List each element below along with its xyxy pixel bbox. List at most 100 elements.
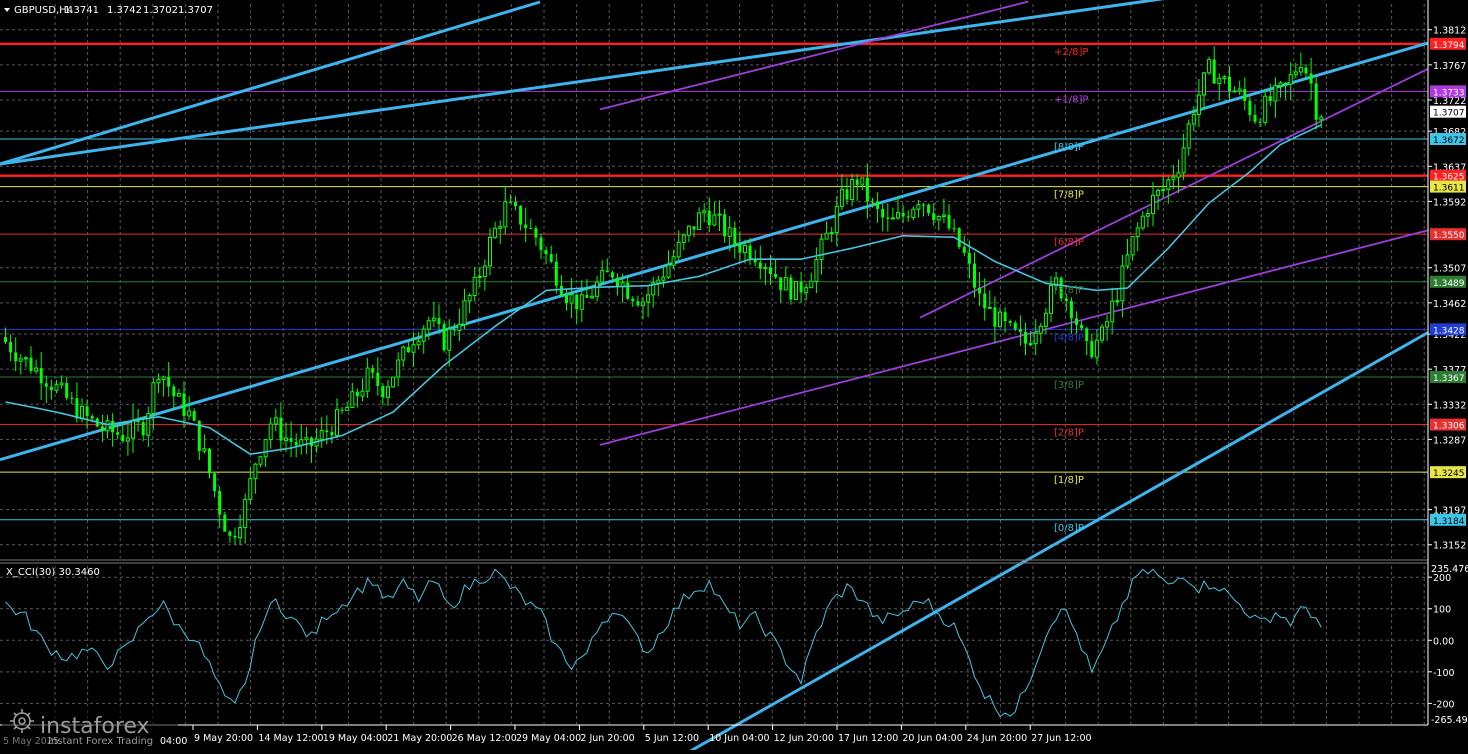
candle (85, 399, 89, 430)
watermark: instaforex Instant Forex Trading 5 May 2… (2, 705, 187, 748)
candle (529, 218, 533, 230)
candle (477, 266, 482, 288)
candle (105, 415, 110, 439)
candle (49, 379, 53, 400)
candle (1222, 75, 1227, 84)
candle (1298, 52, 1303, 76)
murrey-label-5: [6/8]P (1054, 237, 1084, 248)
channel-line-inner-lower (599, 229, 1429, 446)
candle (1003, 307, 1007, 333)
candle (273, 408, 278, 432)
candle (14, 337, 18, 372)
candle (192, 408, 196, 422)
candle (743, 239, 747, 264)
candle (1288, 62, 1293, 100)
candle (1090, 333, 1094, 360)
candle (34, 359, 39, 375)
candle (860, 177, 865, 191)
time-tick: 26 May 12:00 (452, 733, 517, 744)
price-tick: 1.3377 (1433, 365, 1466, 376)
candle (381, 383, 385, 406)
candle (1304, 64, 1308, 80)
candle (595, 275, 600, 302)
time-tick-early: 04:00 (160, 736, 187, 747)
murrey-label-8: [3/8]P (1054, 380, 1084, 391)
candle (1110, 287, 1115, 334)
candle (886, 203, 890, 232)
svg-text:1.3611: 1.3611 (1433, 184, 1465, 194)
candle (707, 197, 711, 233)
candle (1273, 77, 1278, 118)
candle (1038, 322, 1043, 344)
candle (141, 416, 145, 442)
candle (616, 273, 619, 296)
candle (1186, 119, 1191, 156)
murrey-label-2: [8/8]P (1054, 142, 1084, 153)
candle (779, 277, 783, 303)
candle (355, 388, 359, 408)
channel-line-middle (0, 41, 1429, 462)
watermark-tagline: Instant Forex Trading (48, 736, 153, 747)
candle (213, 472, 217, 498)
candle (733, 221, 737, 259)
candle (947, 204, 951, 231)
candle (228, 530, 232, 543)
candle (498, 220, 503, 245)
candle (993, 296, 997, 344)
svg-text:1.3367: 1.3367 (1433, 374, 1465, 384)
candle (268, 417, 273, 449)
candle (65, 377, 69, 401)
candle (845, 177, 849, 205)
candle (1135, 222, 1140, 252)
candle (559, 275, 563, 298)
candle (876, 192, 880, 223)
candle (738, 231, 742, 263)
dropdown-triangle-icon (4, 8, 10, 12)
price-tag-1: 1.3733 (1430, 85, 1466, 98)
cci-min-label: -265.4996 (1431, 715, 1468, 726)
candle (829, 227, 834, 242)
candle (600, 260, 605, 285)
candle (957, 227, 961, 250)
svg-text:1.3184: 1.3184 (1433, 517, 1465, 527)
candle (753, 249, 757, 267)
candle (641, 296, 645, 320)
candle (676, 230, 681, 261)
candle (702, 203, 707, 223)
price-axis: 1.3812 1.3767 1.3722 1.3682 1.3637 1.3592 1.35… (1428, 26, 1466, 552)
candle (1181, 133, 1186, 181)
candle (100, 414, 104, 442)
time-tick: 29 May 04:00 (516, 733, 581, 744)
candle (360, 378, 365, 402)
candle (952, 219, 956, 233)
candle (1202, 72, 1206, 110)
candle (151, 378, 156, 430)
candle (911, 206, 916, 221)
svg-text:1.3489: 1.3489 (1433, 279, 1465, 289)
candle (335, 398, 339, 439)
candle (223, 511, 227, 532)
time-tick: 21 May 20:00 (387, 733, 452, 744)
candle (723, 208, 727, 243)
candle (289, 421, 293, 458)
candle (218, 486, 222, 529)
candle (1075, 311, 1078, 337)
candle (579, 280, 584, 323)
candle (1105, 314, 1110, 341)
candle (488, 228, 492, 276)
candle (1054, 271, 1059, 291)
candle (1080, 321, 1084, 331)
cci-axis: 200 100 0.00 -100 -200 (1428, 573, 1455, 710)
candle (416, 332, 421, 350)
candle (1130, 236, 1135, 261)
candle (1018, 315, 1022, 346)
price-tick: 1.3767 (1433, 61, 1466, 72)
candle (941, 198, 946, 224)
candle (712, 201, 717, 227)
cci-line (5, 568, 1322, 718)
candle (472, 266, 477, 302)
candle (447, 319, 452, 367)
candle (1059, 275, 1063, 302)
candle (549, 245, 553, 264)
